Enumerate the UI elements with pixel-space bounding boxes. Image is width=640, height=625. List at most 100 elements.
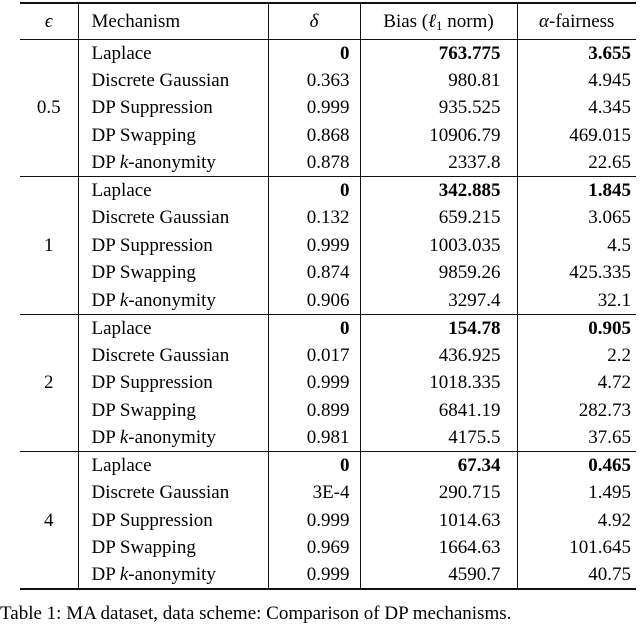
- table-header: ϵ Mechanism δ Bias (ℓ1 norm) α-fairness: [20, 3, 636, 40]
- alpha-fairness-value: 101.645: [516, 534, 636, 562]
- bias-value: 1014.63: [359, 506, 517, 534]
- table-row: DP Suppression 0.999 935.525 4.345: [20, 94, 636, 122]
- mechanism-name: Laplace: [77, 39, 268, 67]
- table-row: DP Swapping 0.868 10906.79 469.015: [20, 121, 636, 149]
- header-delta: δ: [267, 3, 360, 40]
- delta-value: 0.981: [267, 424, 360, 452]
- table-row: 2 Laplace 0 154.78 0.905: [20, 313, 636, 452]
- table-row: Discrete Gaussian 0.017 436.925 2.2: [20, 341, 636, 369]
- delta-value: 0.878: [267, 149, 360, 177]
- mechanism-name-post: -anonymity: [128, 152, 216, 173]
- table-row: 0.5 Laplace 0 763.775 3.655: [20, 39, 636, 117]
- group-epsilon-2: 2 Laplace 0 154.78 0.905 Discrete Gaussi…: [20, 313, 636, 452]
- alpha-fairness-value: 2.2: [516, 341, 636, 369]
- table-row: DP Swapping 0.899 6841.19 282.73: [20, 396, 636, 424]
- k-symbol: k: [119, 564, 129, 586]
- mechanism-name: Discrete Gaussian: [77, 341, 268, 369]
- bias-value: 290.715: [359, 479, 517, 507]
- mechanism-name: DP Swapping: [77, 121, 268, 149]
- delta-value: 0.899: [267, 396, 360, 424]
- mechanism-name: DP k-anonymity: [77, 424, 268, 452]
- bias-value: 342.885: [359, 176, 517, 204]
- bias-value: 436.925: [359, 341, 517, 369]
- alpha-fairness-value: 4.72: [516, 369, 636, 397]
- delta-value: 3E-4: [267, 479, 360, 507]
- mechanism-name: DP Suppression: [77, 94, 268, 122]
- header-alpha-fairness: α-fairness: [516, 3, 636, 40]
- table-row: Discrete Gaussian 3E-4 290.715 1.495: [20, 479, 636, 507]
- mechanism-name-pre: DP: [91, 289, 120, 311]
- table-row: DP Suppression 0.999 1014.63 4.92: [20, 506, 636, 534]
- bias-value: 6841.19: [359, 396, 517, 424]
- bias-value: 659.215: [359, 204, 517, 232]
- delta-value: 0: [267, 451, 360, 479]
- alpha-fairness-value: 32.1: [516, 286, 636, 314]
- bias-label-post: norm): [442, 10, 494, 32]
- mechanism-name: DP k-anonymity: [77, 286, 268, 314]
- group-epsilon-4: 4 Laplace 0 67.34 0.465 Discrete Gaussia…: [20, 451, 636, 589]
- mechanism-name: Discrete Gaussian: [77, 66, 268, 94]
- mechanism-name: DP k-anonymity: [77, 561, 268, 589]
- table-row: Discrete Gaussian 0.363 980.81 4.945: [20, 66, 636, 94]
- alpha-fairness-value: 1.845: [516, 176, 636, 204]
- alpha-fairness-value: 0.465: [516, 451, 636, 479]
- delta-value: 0.969: [267, 534, 360, 562]
- bias-value: 935.525: [359, 94, 517, 122]
- table-row: DP k-anonymity 0.981 4175.5 37.65: [20, 424, 636, 452]
- bias-value: 67.34: [359, 451, 517, 479]
- bias-value: 4175.5: [359, 424, 517, 452]
- table-row: Discrete Gaussian 0.132 659.215 3.065: [20, 204, 636, 232]
- dp-comparison-table: ϵ Mechanism δ Bias (ℓ1 norm) α-fairness …: [20, 2, 636, 590]
- table-row: 1 Laplace 0 342.885 1.845: [20, 176, 636, 314]
- delta-value: 0.999: [267, 561, 360, 589]
- delta-value: 0: [267, 313, 360, 342]
- delta-value: 0.363: [267, 66, 360, 94]
- bias-value: 2337.8: [359, 149, 517, 177]
- delta-value: 0.999: [267, 94, 360, 122]
- bias-value: 763.775: [359, 39, 517, 67]
- alpha-label-post: -fairness: [549, 10, 615, 32]
- bias-value: 4590.7: [359, 561, 517, 589]
- table-row: 4 Laplace 0 67.34 0.465: [20, 451, 636, 589]
- alpha-fairness-value: 4.5: [516, 231, 636, 259]
- mechanism-name: DP k-anonymity: [77, 149, 268, 177]
- mechanism-name-post: -anonymity: [128, 564, 216, 586]
- alpha-fairness-value: 37.65: [516, 424, 636, 452]
- table-row: DP Suppression 0.999 1018.335 4.72: [20, 369, 636, 397]
- mechanism-name: Laplace: [77, 176, 268, 204]
- header-epsilon: ϵ: [20, 3, 78, 40]
- alpha-symbol: α: [539, 10, 550, 32]
- bias-value: 980.81: [359, 66, 517, 94]
- mechanism-name: Discrete Gaussian: [77, 479, 268, 507]
- delta-value: 0: [267, 176, 360, 204]
- bias-value: 9859.26: [359, 259, 517, 287]
- ell-subscript: 1: [436, 17, 443, 33]
- epsilon-value: 4: [20, 451, 78, 589]
- mechanism-name: DP Swapping: [77, 396, 268, 424]
- bias-value: 1003.035: [359, 231, 517, 259]
- bias-value: 1018.335: [359, 369, 517, 397]
- delta-value: 0.868: [267, 121, 360, 149]
- k-symbol: k: [119, 289, 129, 311]
- table-row: DP k-anonymity 0.878 2337.8 22.65: [20, 149, 636, 177]
- header-mechanism: Mechanism: [77, 3, 268, 40]
- table-row: DP Swapping 0.874 9859.26 425.335: [20, 259, 636, 287]
- mechanism-name: Discrete Gaussian: [77, 204, 268, 232]
- delta-value: 0.132: [267, 204, 360, 232]
- alpha-fairness-value: 4.92: [516, 506, 636, 534]
- table-row: DP Swapping 0.969 1664.63 101.645: [20, 534, 636, 562]
- mechanism-name-pre: DP: [91, 564, 120, 586]
- delta-value: 0.999: [267, 506, 360, 534]
- mechanism-name: Laplace: [77, 451, 268, 479]
- bias-value: 154.78: [359, 313, 517, 342]
- alpha-fairness-value: 1.495: [516, 479, 636, 507]
- delta-value: 0.017: [267, 341, 360, 369]
- delta-value: 0.999: [267, 369, 360, 397]
- alpha-fairness-value: 282.73: [516, 396, 636, 424]
- mechanism-name: DP Suppression: [77, 231, 268, 259]
- epsilon-value: 2: [20, 313, 78, 452]
- header-bias-l1-norm: Bias (ℓ1 norm): [359, 3, 517, 40]
- bias-value: 1664.63: [359, 534, 517, 562]
- k-symbol: k: [119, 427, 129, 448]
